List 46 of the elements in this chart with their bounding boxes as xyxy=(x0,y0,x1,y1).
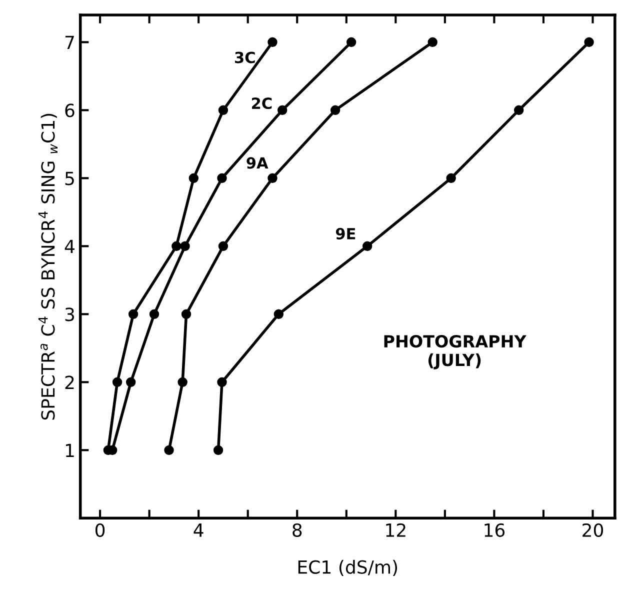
point xyxy=(330,105,340,116)
x-tick-label: 4 xyxy=(194,524,204,537)
y-tick-label: 7 xyxy=(65,36,74,50)
x-axis-title: EC1 (dS/m) xyxy=(298,560,398,576)
point xyxy=(181,309,192,320)
y-tick-label: 5 xyxy=(65,172,74,186)
point xyxy=(218,105,228,116)
y-tick-label: 2 xyxy=(65,376,74,390)
series-label: 2C xyxy=(252,97,272,110)
series-label: 3C xyxy=(235,52,255,64)
text: SPECTR$^{a}$ C$^{4}$ SS BYNCR$^{4}$ SING $_{w}$C1) xyxy=(38,114,58,420)
point xyxy=(428,37,438,48)
point xyxy=(584,37,594,48)
y-tick-label: 1 xyxy=(66,444,74,457)
point xyxy=(362,241,372,252)
point xyxy=(128,309,138,320)
point xyxy=(218,241,228,252)
annotation: PHOTOGRAPHY (JULY) xyxy=(384,334,526,370)
point xyxy=(188,173,199,184)
point xyxy=(172,241,182,252)
x-tick-label: 12 xyxy=(386,523,406,537)
point xyxy=(180,241,190,252)
point xyxy=(178,377,188,388)
point xyxy=(217,173,227,184)
point xyxy=(277,105,288,116)
x-tick-label: 0 xyxy=(95,523,105,537)
point xyxy=(164,445,174,455)
point xyxy=(268,173,278,184)
series-label: 9E xyxy=(336,228,356,240)
point xyxy=(514,105,524,116)
y-tick-label: 6 xyxy=(65,104,74,118)
x-tick-label: 8 xyxy=(292,523,302,537)
series-label: 9A xyxy=(246,157,268,169)
x-tick-label: 16 xyxy=(484,523,505,537)
point xyxy=(213,445,224,455)
point xyxy=(268,37,278,48)
point xyxy=(112,377,122,388)
x-tick-label: 20 xyxy=(582,523,604,537)
point xyxy=(346,37,356,48)
point xyxy=(149,309,160,320)
y-tick-label: 4 xyxy=(64,240,74,254)
point xyxy=(274,309,284,320)
point xyxy=(446,173,456,184)
point xyxy=(217,377,227,388)
point xyxy=(126,377,136,388)
y-tick-label: 3 xyxy=(65,308,74,322)
